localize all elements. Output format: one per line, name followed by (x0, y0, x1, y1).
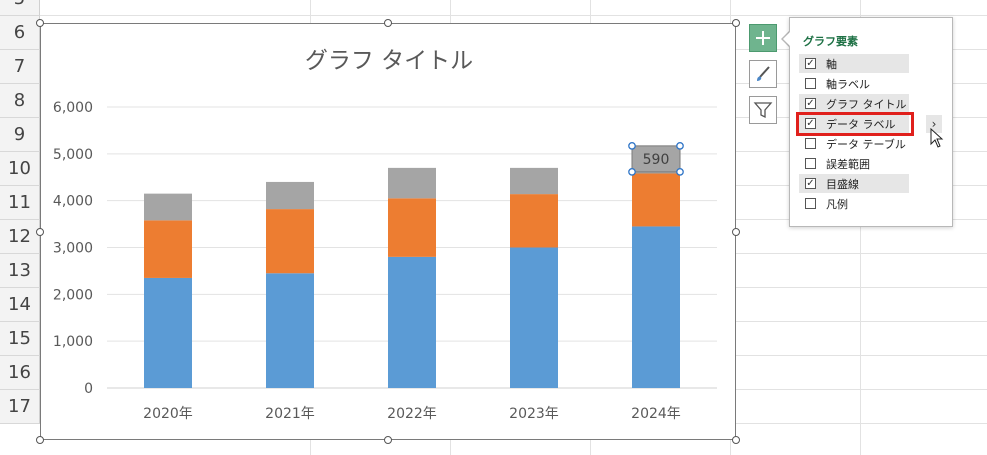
data-label-handle (676, 142, 684, 150)
chart-element-label: 軸 (826, 57, 837, 71)
chart-element-option[interactable]: ✓ 軸 (799, 54, 909, 73)
checkbox[interactable] (805, 198, 816, 209)
x-tick-label: 2020年 (143, 406, 193, 422)
checkbox[interactable]: ✓ (805, 117, 816, 129)
mouse-cursor-icon (930, 128, 944, 148)
stacked-bar-chart: グラフ タイトル 0 1,000 2,000 3,000 4,000 5,000 6,000 2… (53, 48, 717, 422)
chart-element-label: 軸ラベル (826, 77, 870, 91)
x-tick-label: 2022年 (387, 406, 437, 422)
chart-element-option[interactable]: 誤差範囲 (799, 154, 909, 173)
row-header[interactable]: 17 (0, 390, 40, 424)
data-label-handle (628, 142, 636, 150)
chart-element-option[interactable]: データ テーブル (799, 134, 909, 153)
bar-segment (388, 167, 436, 199)
row-header[interactable]: 11 (0, 186, 40, 220)
checkbox[interactable] (805, 158, 816, 169)
resize-handle[interactable] (732, 19, 740, 27)
bar-segment (632, 226, 680, 388)
row-header[interactable]: 12 (0, 220, 40, 254)
bar-segment (266, 181, 314, 210)
y-tick-label: 4,000 (53, 194, 93, 210)
chart-element-option[interactable]: ✓ グラフ タイトル (799, 94, 909, 113)
resize-handle[interactable] (36, 436, 44, 444)
bar-segment (632, 173, 680, 227)
data-label-box (631, 145, 681, 173)
bar-segment (144, 220, 192, 278)
bar-segment (266, 209, 314, 274)
row-header[interactable]: 16 (0, 356, 40, 390)
chart-element-label: グラフ タイトル (826, 97, 907, 111)
funnel-icon (753, 102, 773, 119)
row-header[interactable]: 7 (0, 50, 40, 84)
row-header[interactable]: 15 (0, 322, 40, 356)
x-tick-label: 2021年 (265, 406, 315, 422)
resize-handle[interactable] (36, 227, 44, 236)
row-header[interactable]: 9 (0, 118, 40, 152)
checkbox[interactable]: ✓ (805, 177, 816, 189)
chart-area[interactable]: グラフ タイトル 0 1,000 2,000 3,000 4,000 5,000 6,000 2… (36, 19, 740, 444)
y-tick-label: 6,000 (53, 100, 93, 116)
row-header[interactable]: 10 (0, 152, 40, 186)
row-header[interactable]: 6 (0, 16, 40, 50)
paintbrush-icon (757, 66, 770, 81)
panel-pointer-inner (783, 32, 790, 46)
y-tick-label: 3,000 (53, 241, 93, 257)
chart-element-option[interactable]: 凡例 (799, 194, 909, 213)
gridline-row (40, 15, 987, 16)
resize-handle[interactable] (732, 436, 740, 444)
row-header[interactable]: 13 (0, 254, 40, 288)
data-labels-submenu-arrow[interactable]: › (926, 115, 942, 133)
bar-segment (510, 247, 558, 388)
chart-title: グラフ タイトル (305, 48, 473, 74)
checkbox[interactable]: ✓ (805, 97, 816, 109)
data-label-handle (676, 168, 684, 176)
highlight-box (796, 112, 914, 136)
chart-element-option[interactable]: ✓ データ ラベル (799, 114, 909, 133)
resize-handle[interactable] (384, 436, 392, 444)
plus-icon (756, 31, 770, 45)
y-tick-label: 0 (84, 381, 93, 397)
resize-handle[interactable] (36, 19, 44, 27)
panel-title: グラフ要素 (803, 35, 858, 48)
chart-styles-button[interactable] (749, 60, 777, 88)
checkbox[interactable] (805, 78, 816, 89)
bar-segment (388, 256, 436, 388)
y-tick-label: 1,000 (53, 334, 93, 350)
chart-element-label: データ テーブル (826, 137, 906, 151)
chart-element-option[interactable]: 軸ラベル (799, 74, 909, 93)
row-header[interactable]: 8 (0, 84, 40, 118)
data-label-handle (628, 168, 636, 176)
chart-element-label: 目盛線 (826, 177, 859, 191)
chart-element-label: データ ラベル (826, 117, 896, 131)
y-tick-label: 5,000 (53, 147, 93, 163)
bar-segment (388, 198, 436, 257)
data-label: 590 (643, 152, 670, 168)
x-tick-label: 2023年 (509, 406, 559, 422)
chart-elements-panel: グラフ要素 ✓ 軸軸ラベル ✓ グラフ タイトル ✓ データ ラベル データ テーブル 誤差範… (789, 17, 953, 227)
bar-segment (510, 167, 558, 195)
bar-segment (266, 273, 314, 388)
chart-filters-button[interactable] (749, 96, 777, 124)
chart-element-label: 誤差範囲 (826, 157, 870, 171)
checkbox[interactable]: ✓ (805, 57, 816, 69)
chart-elements-button[interactable] (749, 24, 777, 52)
checkbox[interactable] (805, 138, 816, 149)
resize-handle[interactable] (384, 19, 392, 27)
x-tick-label: 2024年 (631, 406, 681, 422)
bar-segment (510, 194, 558, 248)
chart-element-option[interactable]: ✓ 目盛線 (799, 174, 909, 193)
bar-segment (144, 193, 192, 221)
row-header[interactable]: 14 (0, 288, 40, 322)
gridline-column (860, 0, 861, 455)
row-header[interactable]: 5 (0, 0, 40, 16)
y-tick-label: 2,000 (53, 287, 93, 303)
bar-segment (144, 277, 192, 388)
chart-element-label: 凡例 (826, 197, 848, 211)
resize-handle[interactable] (732, 227, 740, 236)
